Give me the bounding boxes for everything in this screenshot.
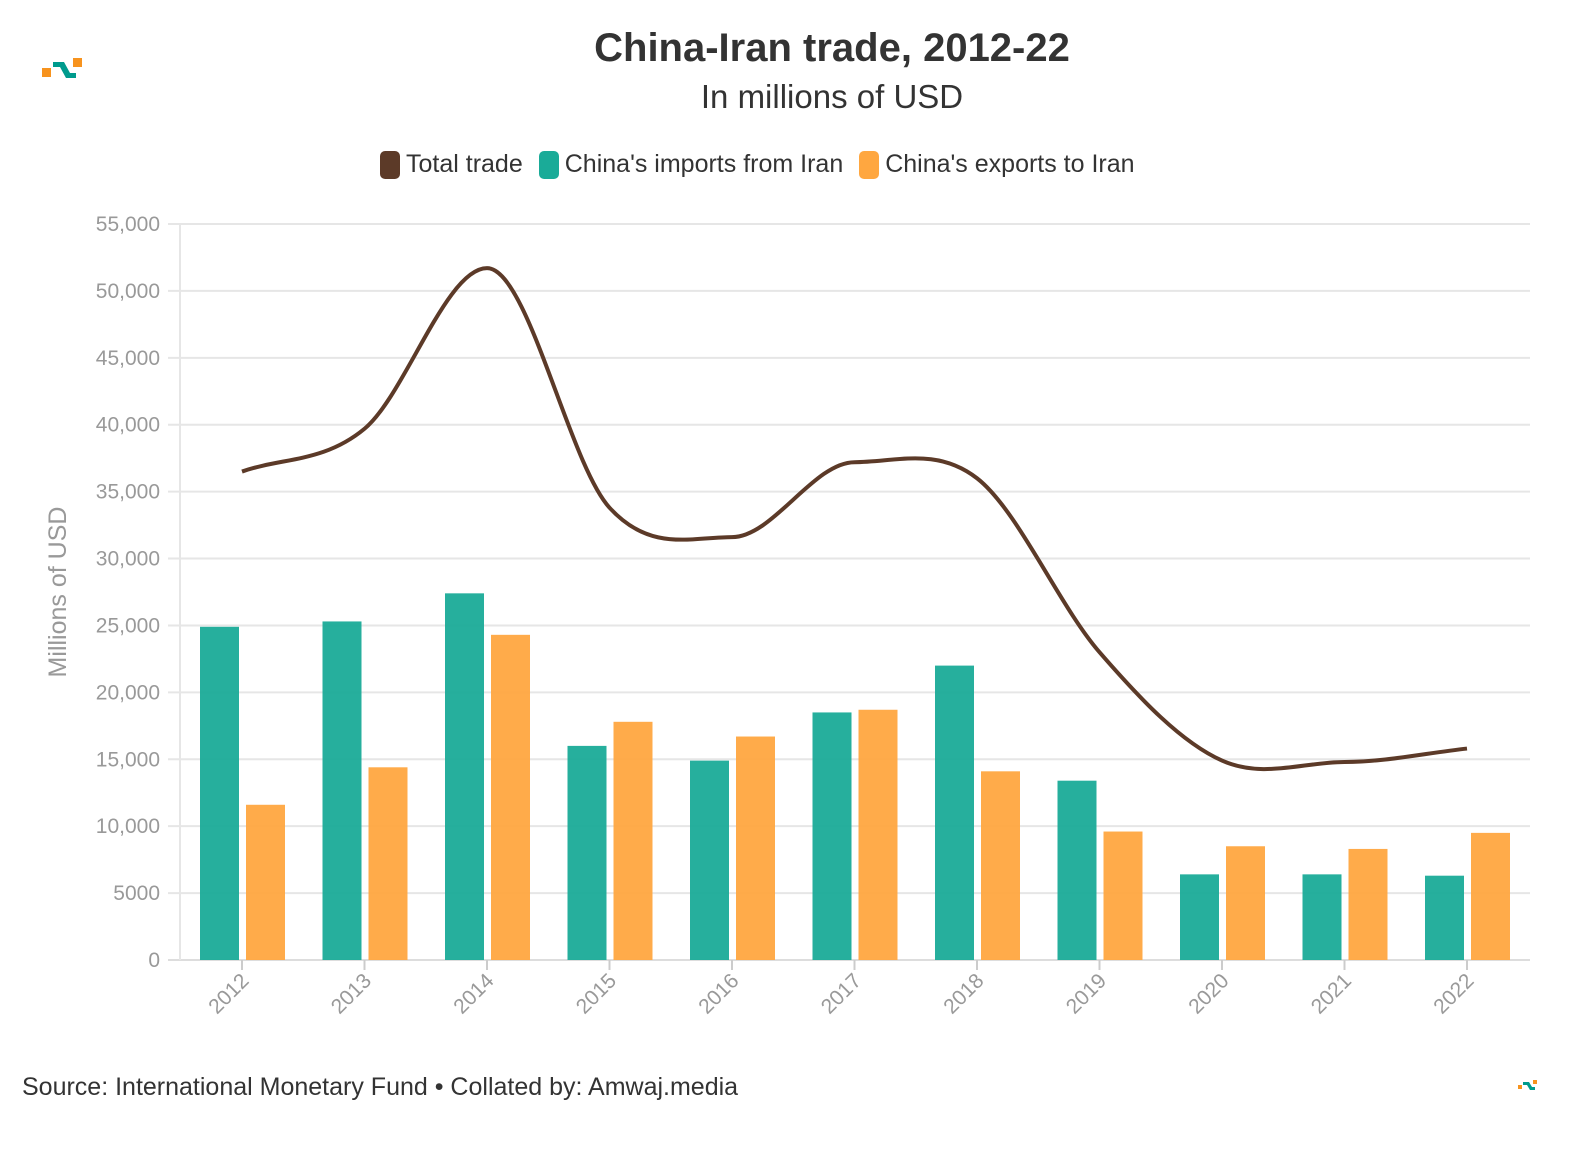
y-tick-label: 45,000 [96,347,160,370]
x-tick-label: 2012 [204,969,253,1018]
x-tick-label: 2021 [1307,969,1356,1018]
y-tick-label: 5000 [113,882,160,905]
y-tick-label: 0 [148,949,160,972]
bar-exports [981,771,1020,960]
bar-imports [812,712,852,960]
x-tick-label: 2022 [1429,969,1478,1018]
bar-imports [935,665,974,960]
legend-item-total[interactable]: Total trade [380,150,523,179]
x-tick-label: 2013 [327,969,376,1018]
bar-imports [1180,874,1219,960]
bar-imports [567,745,607,960]
bar-exports [246,804,285,960]
amwaj-logo [42,58,84,85]
x-tick-label: 2017 [817,969,866,1018]
legend-swatch [859,150,880,179]
bar-imports [1302,874,1342,960]
bar-exports [1471,832,1510,960]
y-tick-label: 20,000 [96,681,160,704]
bar-imports [1425,875,1464,960]
amwaj-logo-small [1518,1078,1538,1096]
bar-imports [445,593,484,960]
x-tick-label: 2019 [1062,969,1111,1018]
legend-swatch [538,150,559,179]
bar-exports [491,634,530,960]
bar-imports [322,621,362,960]
y-tick-label: 15,000 [96,748,160,771]
bar-exports [1103,831,1143,960]
bar-exports [613,721,653,960]
legend: Total trade China's imports from Iran Ch… [380,150,1135,179]
x-tick-label: 2016 [694,969,743,1018]
line-total-trade [241,266,1468,772]
y-tick-label: 35,000 [96,481,160,504]
chart-title: China-Iran trade, 2012-22 [594,26,1070,70]
bar-imports [200,626,239,960]
source-note: Source: International Monetary Fund • Co… [22,1073,739,1101]
y-tick-label: 25,000 [96,614,160,637]
legend-label: China's exports to Iran [885,150,1135,178]
legend-label: Total trade [406,150,523,178]
legend-item-imports[interactable]: China's imports from Iran [538,150,844,179]
x-tick-label: 2020 [1184,969,1233,1018]
bar-exports [1226,846,1265,960]
legend-label: China's imports from Iran [564,150,844,178]
bar-exports [858,709,898,960]
bar-exports [736,736,775,960]
y-tick-label: 10,000 [96,815,160,838]
legend-swatch [380,150,400,179]
x-tick-label: 2018 [939,969,988,1018]
y-tick-label: 50,000 [96,280,160,303]
y-tick-label: 55,000 [96,213,160,236]
y-tick-label: 30,000 [96,548,160,571]
bar-imports [1057,780,1097,960]
chart-subtitle: In millions of USD [700,78,964,115]
y-tick-label: 40,000 [96,414,160,437]
bar-exports [1348,848,1388,960]
y-axis-title: Millions of USD [44,507,72,678]
bar-exports [368,767,408,960]
bar-imports [690,760,729,960]
x-tick-label: 2014 [449,969,499,1019]
x-tick-label: 2015 [572,969,621,1018]
legend-item-exports[interactable]: China's exports to Iran [859,150,1135,179]
